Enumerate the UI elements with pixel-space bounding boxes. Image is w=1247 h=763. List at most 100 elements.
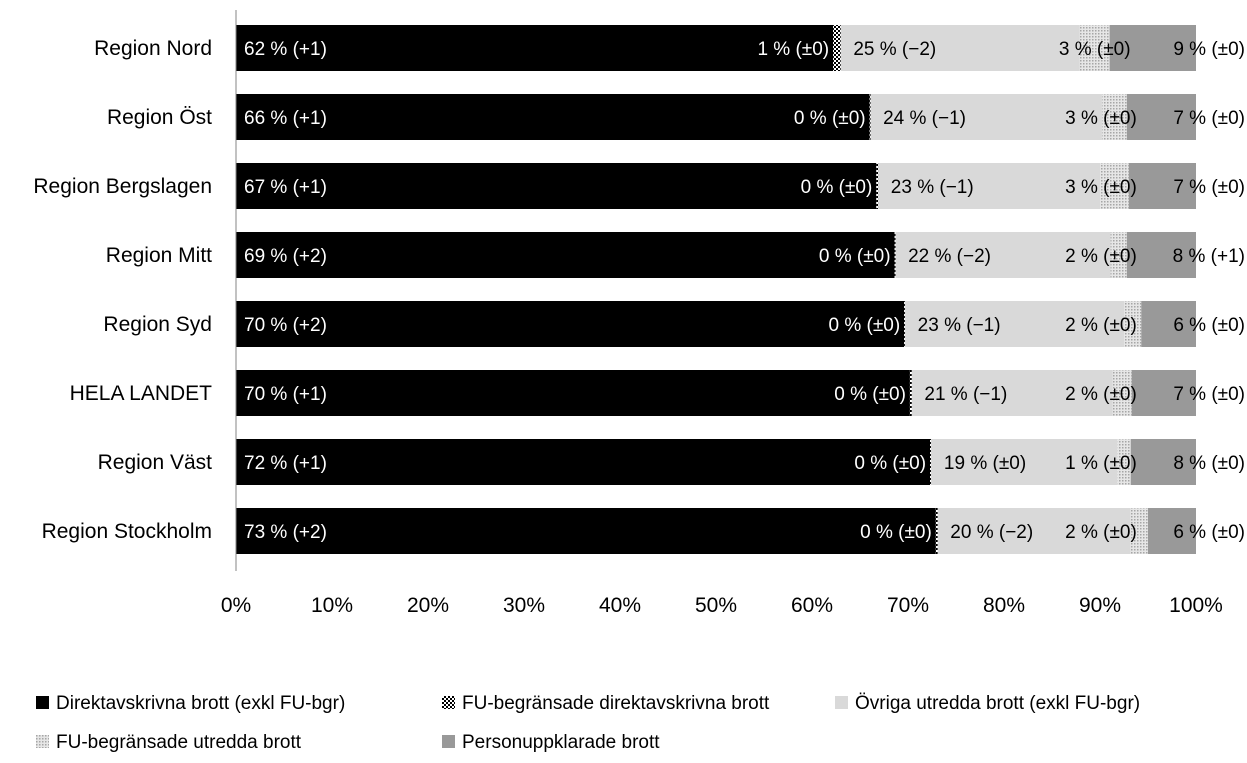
data-label: 23 % (−1): [891, 177, 974, 198]
category-label: Region Öst: [107, 106, 212, 129]
bar-segment: [236, 508, 936, 554]
bar-segment: [904, 301, 906, 347]
bar-row: 69 % (+2) 0 % (±0) 22 % (−2) 2 % (±0) 8 % (+…: [236, 232, 1245, 278]
bar-segment: [1130, 508, 1148, 554]
plot-area: 62 % (+1) 1 % (±0) 25 % (−2) 3 % (±0) 9 % (±…: [236, 25, 1245, 554]
bar-segment: [1109, 25, 1196, 71]
legend-item: Personuppklarade brott: [442, 732, 660, 753]
data-label: 0 % (±0): [854, 453, 926, 474]
data-label: 22 % (−2): [908, 246, 991, 267]
data-label: 20 % (−2): [950, 522, 1033, 543]
category-label: HELA LANDET: [70, 382, 213, 405]
x-tick-label: 30%: [503, 594, 545, 617]
bar-segment: [1141, 301, 1196, 347]
data-label: 2 % (±0): [1065, 315, 1137, 336]
x-tick-label: 80%: [983, 594, 1025, 617]
data-label: 1 % (±0): [757, 39, 829, 60]
data-label: 2 % (±0): [1065, 522, 1137, 543]
data-label: 69 % (+2): [244, 246, 327, 267]
bar-segment: [869, 94, 871, 140]
bar-segment: [1117, 439, 1131, 485]
bar-segment: [236, 25, 834, 71]
x-tick-label: 100%: [1169, 594, 1223, 617]
data-label: 23 % (−1): [918, 315, 1001, 336]
data-label: 19 % (±0): [944, 453, 1026, 474]
bar-segment: [1101, 94, 1127, 140]
legend: Direktavskrivna brott (exkl FU-bgr) FU-be…: [36, 693, 1140, 753]
bar-segment: [870, 94, 1102, 140]
legend-item: Direktavskrivna brott (exkl FU-bgr): [36, 693, 345, 714]
bar-segment: [1126, 94, 1196, 140]
axes: Region Nord Region Öst Region Bergslagen Re…: [33, 10, 1223, 617]
legend-item: FU-begränsade utredda brott: [36, 732, 302, 753]
x-tick-label: 60%: [791, 594, 833, 617]
legend-item: Övriga utredda brott (exkl FU-bgr): [835, 693, 1140, 714]
bar-segment: [937, 508, 1131, 554]
bar-segment: [935, 508, 938, 554]
data-label: 0 % (±0): [828, 315, 900, 336]
bar-row: 72 % (+1) 0 % (±0) 19 % (±0) 1 % (±0) 8 % (±…: [236, 439, 1245, 485]
x-tick-label: 10%: [311, 594, 353, 617]
bar-segment: [894, 232, 896, 278]
bar-segment: [931, 439, 1118, 485]
category-label: Region Syd: [103, 313, 212, 336]
legend-label: FU-begränsade utredda brott: [56, 732, 302, 753]
data-label: 70 % (+1): [244, 384, 327, 405]
data-label: 1 % (±0): [1065, 453, 1137, 474]
bar-segment: [236, 439, 931, 485]
bar-segment: [236, 163, 877, 209]
category-label: Region Bergslagen: [33, 175, 212, 198]
x-tick-label: 50%: [695, 594, 737, 617]
data-label: 72 % (+1): [244, 453, 327, 474]
data-label: 7 % (±0): [1173, 177, 1245, 198]
data-label: 0 % (±0): [819, 246, 891, 267]
data-label: 70 % (+2): [244, 315, 327, 336]
bar-segment: [911, 370, 1113, 416]
bar-row: 70 % (+1) 0 % (±0) 21 % (−1) 2 % (±0) 7 % (±…: [236, 370, 1245, 416]
bar-row: 62 % (+1) 1 % (±0) 25 % (−2) 3 % (±0) 9 % (±…: [236, 25, 1245, 71]
category-label: Region Nord: [94, 37, 212, 60]
data-label: 25 % (−2): [853, 39, 936, 60]
legend-swatch: [835, 696, 848, 709]
bar-segment: [1124, 301, 1142, 347]
bar-segment: [1148, 508, 1196, 554]
data-label: 0 % (±0): [834, 384, 906, 405]
data-label: 24 % (−1): [883, 108, 966, 129]
legend-swatch: [36, 696, 49, 709]
bar-segment: [1110, 232, 1127, 278]
data-label: 21 % (−1): [924, 384, 1007, 405]
bar-segment: [1100, 163, 1129, 209]
data-label: 0 % (±0): [801, 177, 873, 198]
bar-segment: [236, 301, 905, 347]
legend-label: FU-begränsade direktavskrivna brott: [462, 693, 770, 714]
bar-segment: [878, 163, 1100, 209]
bar-segment: [905, 301, 1124, 347]
bar-row: 70 % (+2) 0 % (±0) 23 % (−1) 2 % (±0) 6 % (±…: [236, 301, 1245, 347]
bar-segment: [895, 232, 1111, 278]
data-label: 67 % (+1): [244, 177, 327, 198]
data-label: 3 % (±0): [1059, 39, 1131, 60]
data-label: 7 % (±0): [1173, 384, 1245, 405]
bar-segment: [876, 163, 879, 209]
data-label: 8 % (+1): [1173, 246, 1245, 267]
data-label: 8 % (±0): [1173, 453, 1245, 474]
data-label: 6 % (±0): [1173, 315, 1245, 336]
bar-segment: [1112, 370, 1132, 416]
bar-segment: [236, 370, 910, 416]
legend-swatch: [442, 735, 455, 748]
data-label: 3 % (±0): [1065, 177, 1137, 198]
bar-segment: [1079, 25, 1110, 71]
data-label: 0 % (±0): [794, 108, 866, 129]
data-label: 66 % (+1): [244, 108, 327, 129]
data-label: 0 % (±0): [860, 522, 932, 543]
data-label: 9 % (±0): [1173, 39, 1245, 60]
data-label: 62 % (+1): [244, 39, 327, 60]
category-label: Region Mitt: [106, 244, 212, 267]
bar-segment: [236, 232, 895, 278]
category-label: Region Stockholm: [42, 520, 212, 543]
bar-segment: [236, 94, 870, 140]
data-label: 3 % (±0): [1065, 108, 1137, 129]
bar-segment: [840, 25, 1080, 71]
data-label: 6 % (±0): [1173, 522, 1245, 543]
